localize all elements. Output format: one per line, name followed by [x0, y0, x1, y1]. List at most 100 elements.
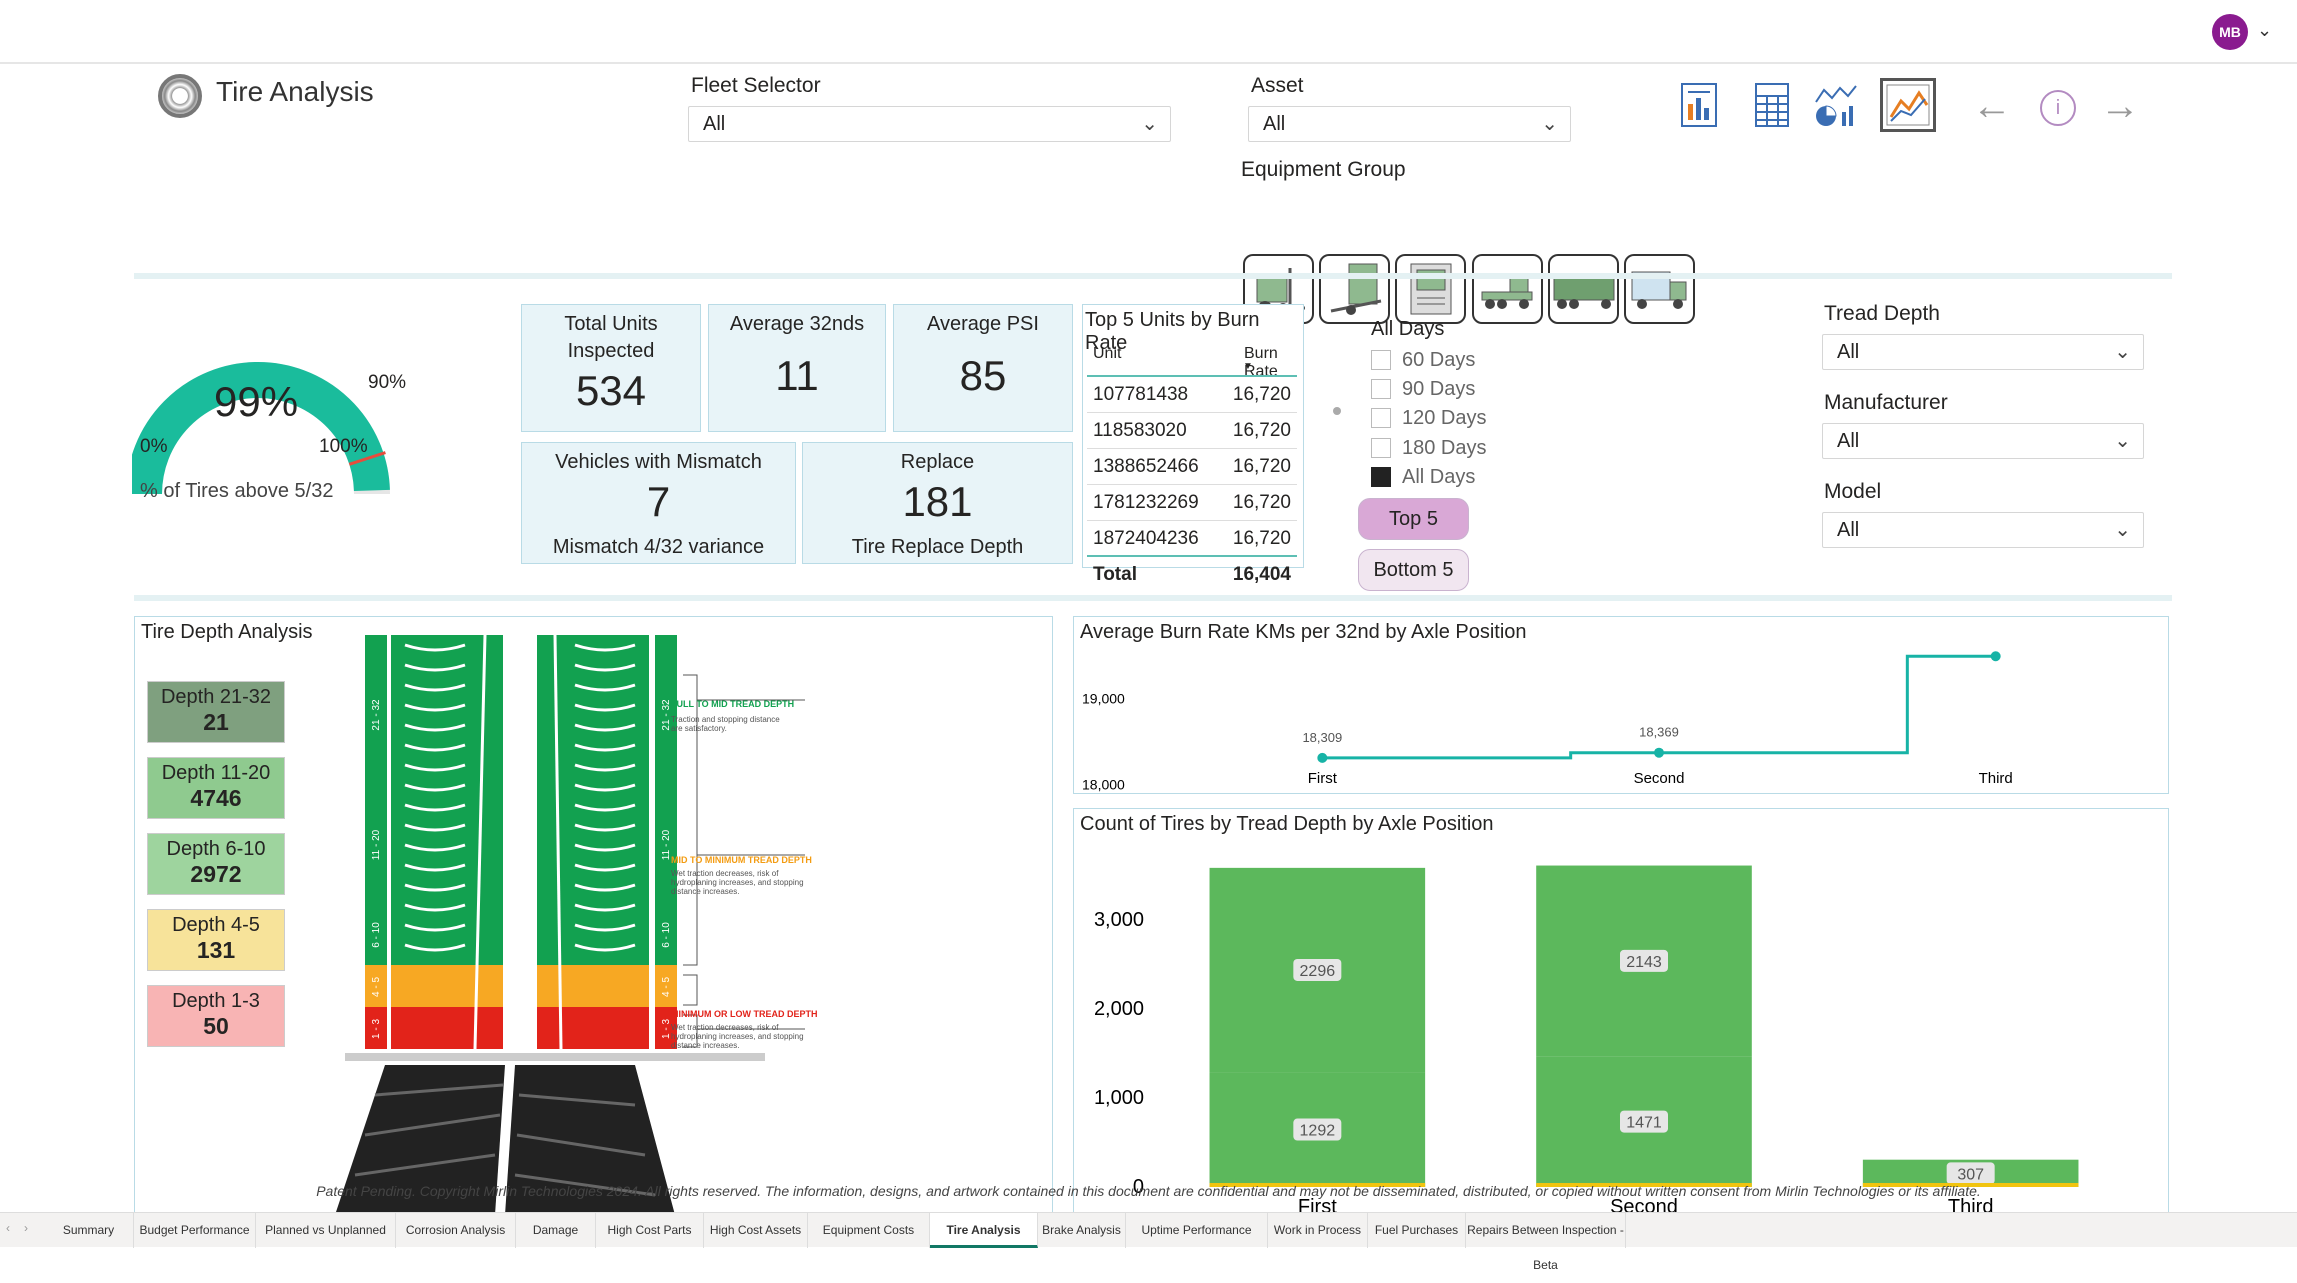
- burn-rate-data-label: 18,309: [1302, 730, 1342, 745]
- depth-label: Depth 21-32: [160, 686, 272, 708]
- y-tick-label: 19,000: [1082, 691, 1125, 707]
- fleet-selector-label: Fleet Selector: [691, 74, 821, 97]
- manufacturer-dropdown[interactable]: All ⌄: [1822, 423, 2144, 459]
- table-row[interactable]: 1781232269 16,720: [1087, 485, 1297, 521]
- table-row[interactable]: 118583020 16,720: [1087, 413, 1297, 449]
- top5-button[interactable]: Top 5: [1358, 498, 1469, 540]
- tab-high-cost-assets[interactable]: High Cost Assets: [704, 1213, 808, 1248]
- checkbox-60-days[interactable]: [1371, 350, 1391, 370]
- burn-rate-point[interactable]: [1317, 752, 1328, 763]
- checkbox-label: All Days: [1402, 466, 1476, 488]
- checkbox-all-days[interactable]: [1371, 467, 1391, 487]
- zone-label: 11 - 20: [371, 829, 382, 860]
- depth-1-3-card[interactable]: Depth 1-3 50: [147, 985, 285, 1047]
- kpi-total-units-title: Total Units Inspected: [564, 313, 658, 362]
- burn-rate-line-chart: 19,00018,00018,309First18,369Second19,49…: [1082, 651, 2013, 792]
- kpi-mismatch-value: 7: [646, 478, 671, 525]
- tab-damage[interactable]: Damage: [516, 1213, 596, 1248]
- tab-high-cost-parts[interactable]: High Cost Parts: [596, 1213, 704, 1248]
- chevron-down-icon: ⌄: [2114, 341, 2131, 363]
- chevron-down-icon: ⌄: [1141, 113, 1158, 135]
- bar-data-label: 2143: [1626, 954, 1662, 971]
- container-button[interactable]: [1395, 254, 1466, 324]
- tab-corrosion-analysis[interactable]: Corrosion Analysis: [396, 1213, 516, 1248]
- depth-11-20-card[interactable]: Depth 11-20 4746: [147, 757, 285, 819]
- fleet-selector-dropdown[interactable]: All ⌄: [688, 106, 1171, 142]
- depth-21-32-card[interactable]: Depth 21-32 21: [147, 681, 285, 743]
- tab-planned-vs-unplanned[interactable]: Planned vs Unplanned: [256, 1213, 396, 1248]
- checkbox-90-days[interactable]: [1371, 379, 1391, 399]
- table-icon[interactable]: [1752, 82, 1792, 130]
- tire-count-bar-base: [1862, 1183, 2079, 1187]
- tab-budget-performance[interactable]: Budget Performance: [134, 1213, 256, 1248]
- model-value: All: [1837, 519, 1860, 541]
- table-total-row: Total 16,404: [1087, 557, 1297, 593]
- chevron-down-icon[interactable]: ⌄: [2257, 20, 2273, 40]
- asset-dropdown[interactable]: All ⌄: [1248, 106, 1571, 142]
- tab-brake-analysis[interactable]: Brake Analysis: [1038, 1213, 1126, 1248]
- tab-tire-analysis[interactable]: Tire Analysis: [930, 1213, 1038, 1248]
- line-chart-icon[interactable]: [1880, 78, 1936, 132]
- tire-count-bar-base: [1536, 1183, 1752, 1187]
- note-low-tread-title: MINIMUM OR LOW TREAD DEPTH: [671, 1009, 818, 1019]
- info-icon[interactable]: i: [2040, 90, 2076, 126]
- gauge-target-label: 90%: [368, 372, 407, 393]
- checkbox-120-days[interactable]: [1371, 408, 1391, 428]
- kpi-average-32nds-title: Average 32nds: [729, 313, 865, 335]
- table-cell-rate: 16,720: [1232, 492, 1291, 513]
- tab-scroll-left-icon[interactable]: ‹: [6, 1221, 10, 1235]
- zone-label: 21 - 32: [661, 699, 672, 731]
- table-cell-rate: 16,720: [1232, 420, 1291, 441]
- zone-label: 11 - 20: [661, 829, 672, 860]
- tab-work-in-process[interactable]: Work in Process: [1268, 1213, 1368, 1248]
- tab-summary[interactable]: Summary: [44, 1213, 134, 1248]
- table-cell-unit: 118583020: [1093, 420, 1187, 441]
- dolly-icon: [1330, 263, 1382, 315]
- tab-uptime-performance[interactable]: Uptime Performance: [1126, 1213, 1268, 1248]
- analytics-icon[interactable]: [1810, 82, 1862, 130]
- checkbox-180-days[interactable]: [1371, 438, 1391, 458]
- tractor-button[interactable]: [1472, 254, 1543, 324]
- semi-trailer-button[interactable]: [1548, 254, 1619, 324]
- forward-arrow-icon[interactable]: →: [2100, 84, 2140, 128]
- gauge-chart: [132, 362, 390, 495]
- tread-depth-dropdown[interactable]: All ⌄: [1822, 334, 2144, 370]
- asset-label: Asset: [1251, 74, 1304, 97]
- table-row[interactable]: 107781438 16,720: [1087, 377, 1297, 413]
- kpi-vehicles-mismatch: Vehicles with Mismatch 7 Mismatch 4/32 v…: [521, 442, 796, 564]
- tab-fuel-purchases[interactable]: Fuel Purchases: [1368, 1213, 1466, 1248]
- separator-top: [134, 273, 2172, 279]
- depth-4-5-card[interactable]: Depth 4-5 131: [147, 909, 285, 971]
- tread-left: [365, 635, 677, 1050]
- data-label-bg: [1293, 1118, 1342, 1141]
- data-label-bg: [1620, 949, 1668, 972]
- chevron-down-icon: ⌄: [2114, 430, 2131, 452]
- scrollbar-handle[interactable]: [1333, 407, 1341, 415]
- user-avatar[interactable]: MB: [2212, 14, 2248, 50]
- table-row[interactable]: 1872404236 16,720: [1087, 521, 1297, 557]
- tractor-truck-icon: [1481, 277, 1533, 309]
- tread-depth-label: Tread Depth: [1824, 302, 1940, 325]
- bar-data-label: 2296: [1300, 963, 1336, 980]
- back-arrow-icon[interactable]: ←: [1972, 84, 2012, 128]
- depth-6-10-card[interactable]: Depth 6-10 2972: [147, 833, 285, 895]
- model-dropdown[interactable]: All ⌄: [1822, 512, 2144, 548]
- table-row[interactable]: 1388652466 16,720: [1087, 449, 1297, 485]
- tab-repairs-between-inspection-beta[interactable]: Repairs Between Inspection - Beta: [1466, 1213, 1626, 1272]
- top5-title: Top 5 Units by Burn Rate: [1085, 309, 1260, 354]
- burn-rate-data-label: 18,369: [1639, 725, 1679, 740]
- depth-value: 50: [203, 1013, 229, 1039]
- report-icon[interactable]: [1678, 82, 1722, 130]
- checkbox-label: 60 Days: [1402, 349, 1476, 371]
- burn-rate-point[interactable]: [1990, 651, 2001, 662]
- depth-label: Depth 6-10: [166, 838, 266, 860]
- tab-scroll-right-icon[interactable]: ›: [24, 1221, 28, 1235]
- burn-rate-series-line: [1322, 654, 1996, 760]
- burn-rate-point[interactable]: [1654, 747, 1664, 758]
- bottom5-button[interactable]: Bottom 5: [1358, 549, 1469, 591]
- table-cell-rate: 16,720: [1232, 456, 1291, 477]
- table-cell-unit: 1388652466: [1093, 456, 1199, 477]
- tab-equipment-costs[interactable]: Equipment Costs: [808, 1213, 930, 1248]
- box-truck-button[interactable]: [1624, 254, 1695, 324]
- trailer-dolly-button[interactable]: [1319, 254, 1390, 324]
